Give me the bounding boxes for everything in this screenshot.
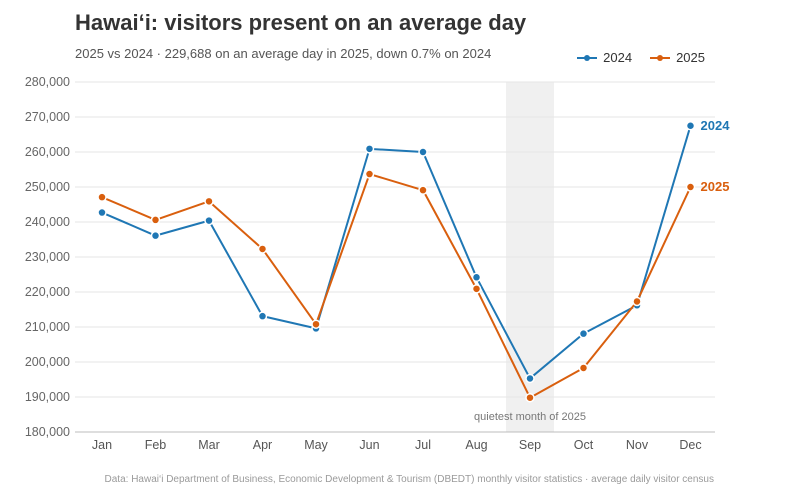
- data-point-2024: [257, 311, 268, 321]
- y-tick-label: 270,000: [25, 110, 70, 124]
- x-tick-label: Oct: [574, 438, 594, 452]
- x-tick-label: Jul: [415, 438, 431, 452]
- data-point-2025: [578, 363, 589, 373]
- y-tick-label: 260,000: [25, 145, 70, 159]
- series-line-2025: [101, 173, 692, 399]
- legend-item-2025: 2025: [650, 50, 705, 65]
- y-tick-label: 280,000: [25, 75, 70, 89]
- data-point-2025: [204, 196, 214, 207]
- source-note: Data: Hawai‘i Department of Business, Ec…: [104, 474, 714, 485]
- data-point-2025: [311, 319, 321, 329]
- legend-swatch-2025: [650, 54, 671, 61]
- x-tick-label: Jan: [92, 438, 112, 452]
- chart-legend: 2024 2025: [577, 50, 705, 65]
- y-tick-label: 250,000: [25, 180, 70, 194]
- x-tick-label: Nov: [626, 438, 649, 452]
- data-point-2024: [364, 144, 375, 154]
- data-point-2025: [632, 296, 642, 307]
- x-tick-label: Sep: [519, 438, 541, 452]
- y-tick-label: 200,000: [25, 355, 70, 369]
- x-tick-label: Aug: [465, 438, 487, 452]
- legend-item-2024: 2024: [577, 50, 632, 65]
- data-point-2025: [364, 169, 375, 179]
- x-tick-label: Mar: [198, 438, 220, 452]
- chart-subtitle: 2025 vs 2024 · 229,688 on an average day…: [75, 46, 492, 61]
- data-point-2025: [418, 185, 428, 195]
- legend-label-2024: 2024: [603, 50, 633, 65]
- data-point-2024: [525, 373, 535, 384]
- data-point-2024: [150, 230, 161, 241]
- data-point-2024: [418, 147, 428, 157]
- data-point-2025: [150, 215, 161, 225]
- highlight-annotation: quietest month of 2025: [474, 411, 586, 423]
- x-tick-label: Jun: [359, 438, 379, 452]
- data-point-2024: [578, 328, 589, 339]
- chart-title: Hawai‘i: visitors present on an average …: [75, 10, 527, 35]
- data-point-2025: [471, 284, 482, 294]
- data-point-2024: [204, 215, 214, 226]
- x-tick-label: Apr: [253, 438, 272, 452]
- y-tick-label: 180,000: [25, 425, 70, 439]
- end-label-2024: 2024: [701, 118, 731, 133]
- y-tick-label: 190,000: [25, 390, 70, 404]
- y-tick-label: 230,000: [25, 250, 70, 264]
- data-point-2024: [97, 207, 107, 218]
- legend-swatch-2024: [577, 54, 598, 61]
- data-point-2025: [685, 182, 696, 192]
- legend-label-2025: 2025: [676, 50, 705, 65]
- series-line-2024: [101, 125, 692, 380]
- data-point-2025: [257, 244, 268, 254]
- y-tick-label: 220,000: [25, 285, 70, 299]
- x-tick-label: May: [304, 438, 328, 452]
- data-point-2025: [97, 192, 107, 202]
- y-tick-label: 210,000: [25, 320, 70, 334]
- data-point-2024: [471, 272, 482, 283]
- x-tick-label: Dec: [679, 438, 701, 452]
- x-tick-label: Feb: [145, 438, 167, 452]
- data-point-2024: [685, 121, 696, 131]
- y-tick-label: 240,000: [25, 215, 70, 229]
- end-label-2025: 2025: [701, 179, 730, 194]
- data-point-2025: [525, 392, 535, 403]
